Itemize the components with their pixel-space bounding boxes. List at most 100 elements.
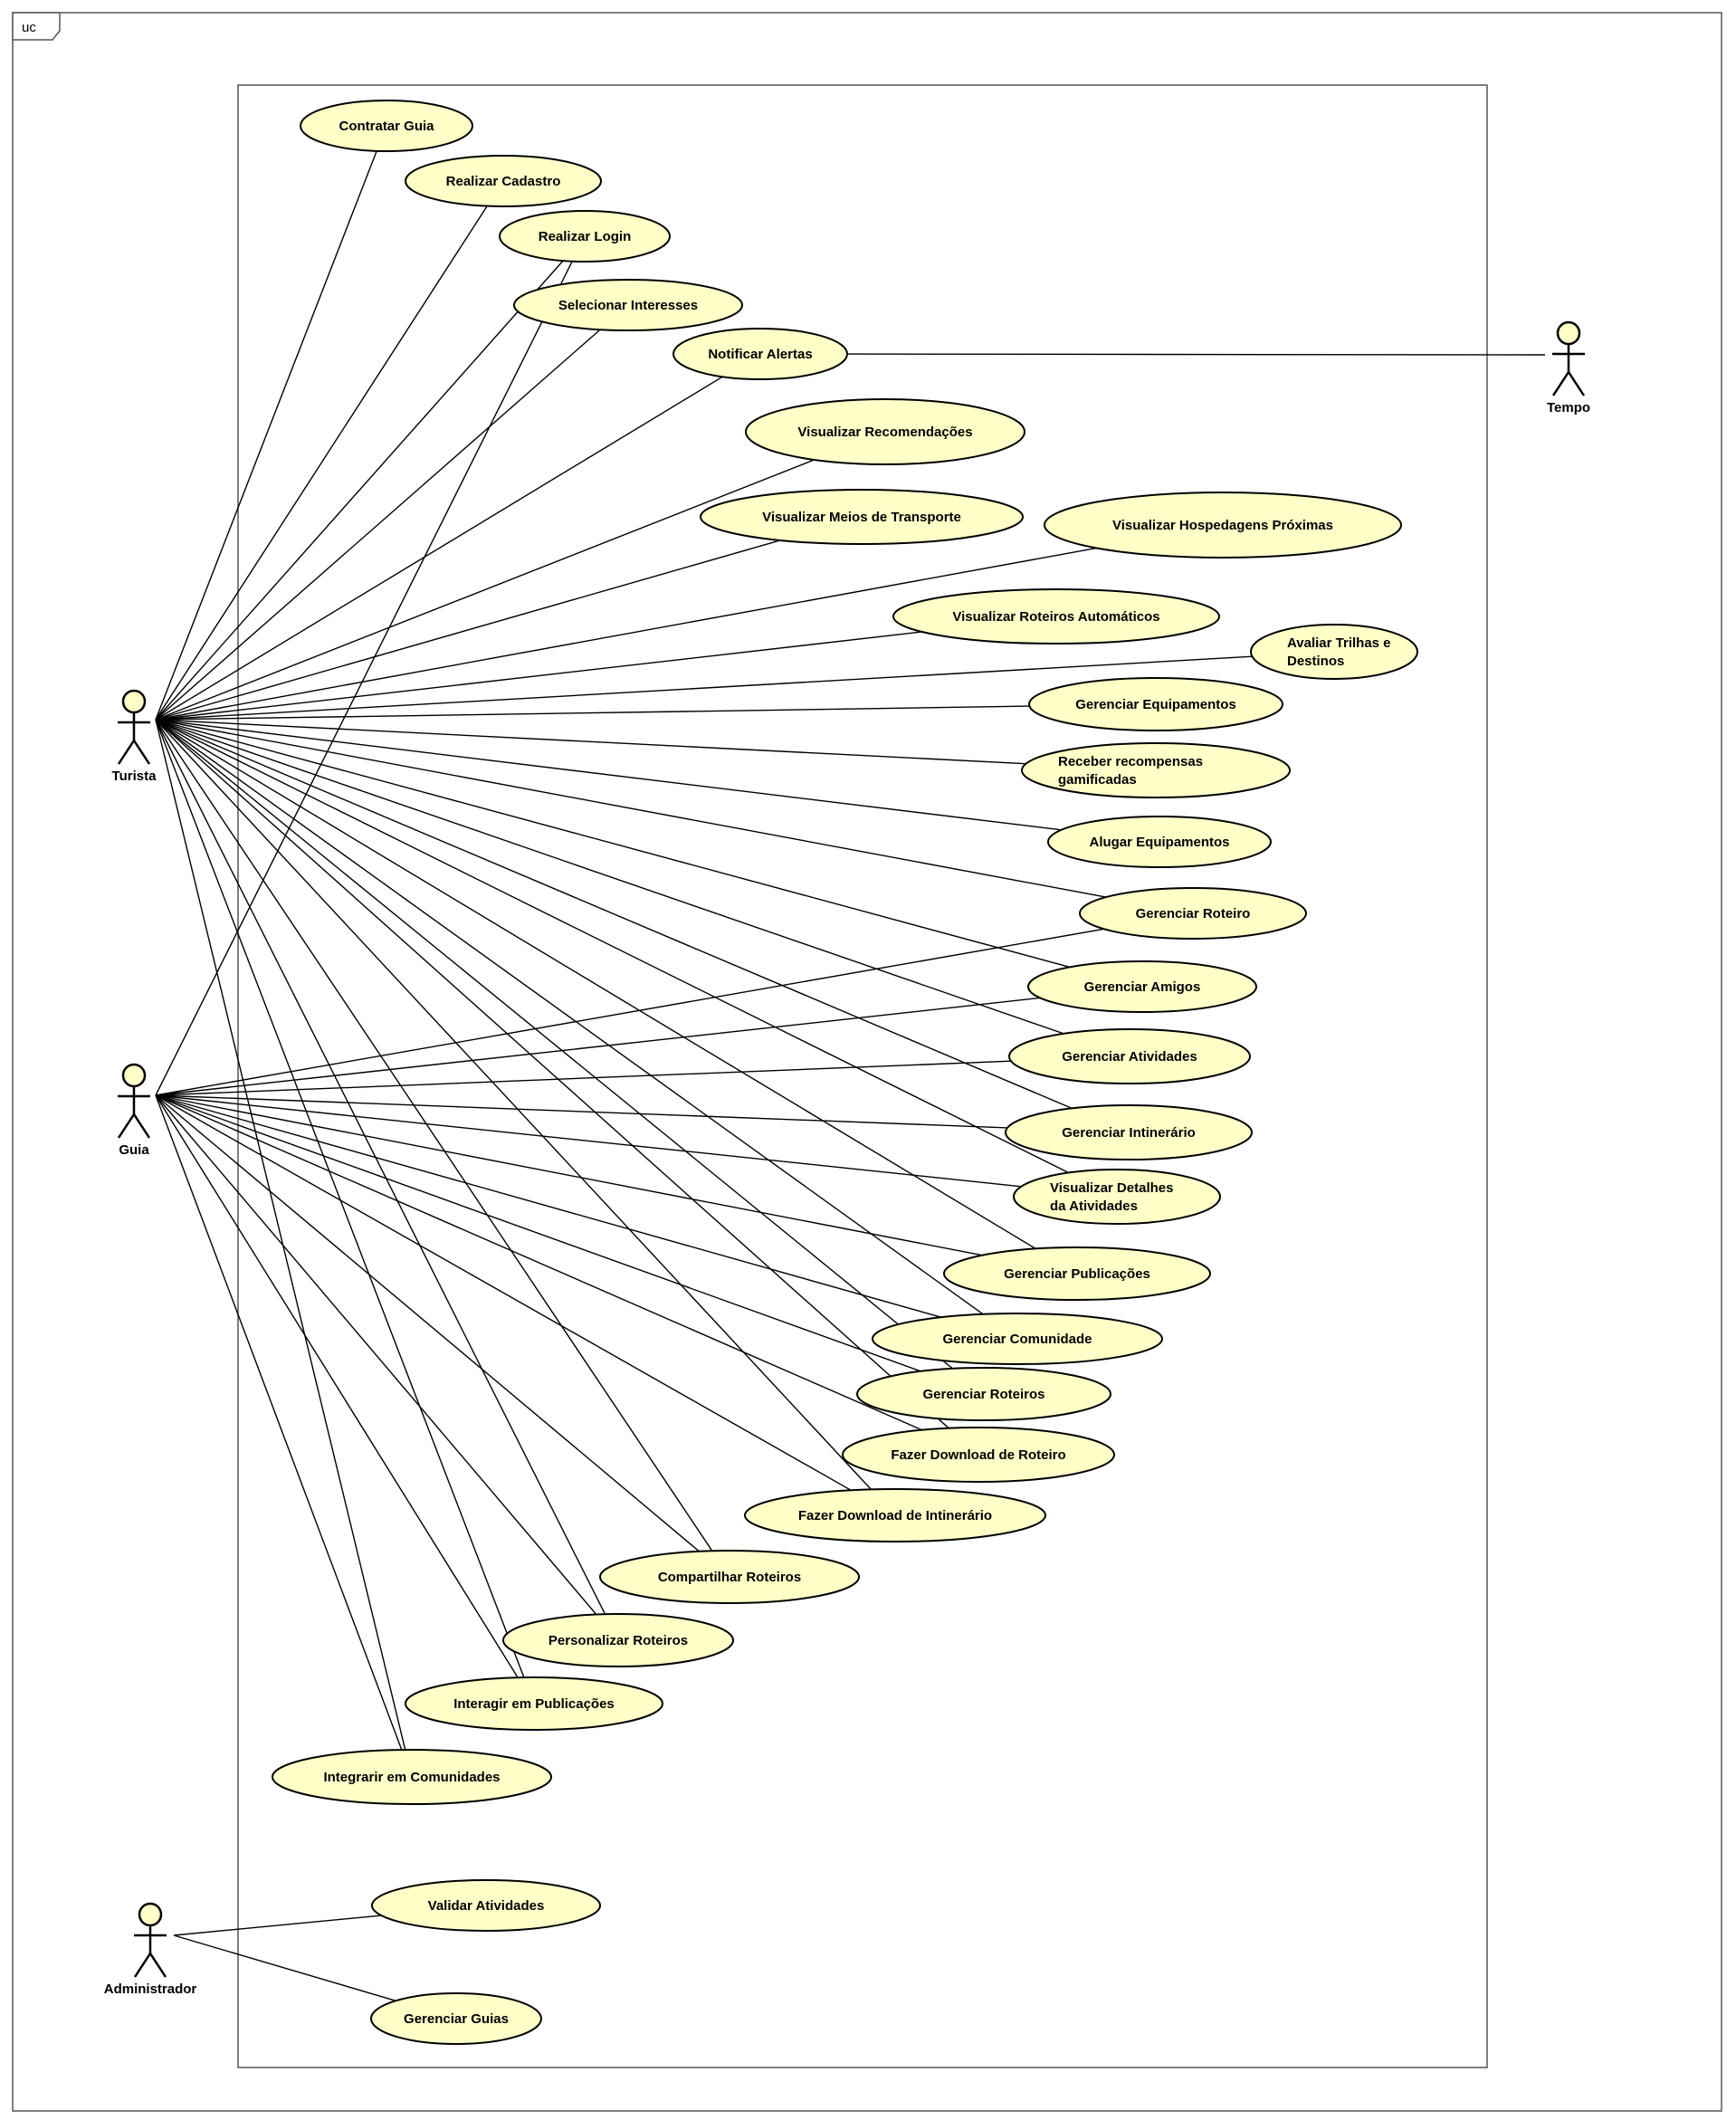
use-case-alugar_equipamentos[interactable]: Alugar Equipamentos [1047,816,1272,868]
use-case-gerenciar_equipamentos[interactable]: Gerenciar Equipamentos [1028,677,1283,731]
association-guia-gerenciar_amigos [155,997,1041,1096]
use-case-ellipse[interactable] [1027,960,1257,1013]
use-case-ellipse[interactable] [1047,816,1272,868]
frame-label-tab [12,12,61,41]
use-case-ellipse[interactable] [672,328,848,380]
association-turista-gerenciar_atividades [155,719,1064,1035]
use-case-ellipse[interactable] [1005,1104,1253,1160]
use-case-ellipse[interactable] [842,1427,1115,1483]
use-case-ellipse[interactable] [370,1992,542,2045]
association-guia-interagir_publicacoes [155,1094,519,1678]
use-case-ellipse[interactable] [599,1550,860,1604]
use-case-ellipse[interactable] [856,1367,1111,1421]
use-case-gerenciar_amigos[interactable]: Gerenciar Amigos [1027,960,1257,1013]
use-case-gerenciar_publicacoes[interactable]: Gerenciar Publicações [943,1246,1211,1301]
use-case-gerenciar_guias[interactable]: Gerenciar Guias [370,1992,542,2045]
use-case-ellipse[interactable] [700,489,1024,545]
association-guia-visualizar_detalhes [155,1094,1022,1188]
use-case-label: Fazer Download de Intinerário [798,1508,992,1523]
use-case-gerenciar_atividades[interactable]: Gerenciar Atividades [1008,1028,1251,1084]
use-case-notificar_alertas[interactable]: Notificar Alertas [672,328,848,380]
association-turista-gerenciar_publicacoes [155,719,1036,1249]
use-case-ellipse[interactable] [872,1313,1163,1365]
use-case-label: Gerenciar Amigos [1084,979,1201,995]
use-case-gerenciar_roteiro[interactable]: Gerenciar Roteiro [1079,887,1307,940]
use-case-ellipse[interactable] [405,1676,663,1731]
use-case-ellipse[interactable] [272,1749,552,1805]
use-case-ellipse[interactable] [502,1613,734,1667]
use-case-avaliar_trilhas[interactable]: Avaliar Trilhas e Destinos [1250,624,1418,680]
use-case-ellipse[interactable] [300,100,473,152]
use-case-integrar_comunidades[interactable]: Integrarir em Comunidades [272,1749,552,1805]
use-case-label: Integrarir em Comunidades [323,1770,500,1785]
use-case-ellipse[interactable] [1079,887,1307,940]
use-case-ellipse[interactable] [513,279,743,331]
use-case-visualizar_hospedagens[interactable]: Visualizar Hospedagens Próximas [1044,492,1402,559]
use-case-ellipse[interactable] [1021,742,1291,798]
use-case-gerenciar_roteiros[interactable]: Gerenciar Roteiros [856,1367,1111,1421]
use-case-label: Interagir em Publicações [453,1696,615,1712]
association-tempo-notificar_alertas [846,353,1546,356]
association-layer [155,150,1546,2001]
use-case-realizar_cadastro[interactable]: Realizar Cadastro [405,155,602,207]
use-case-layer: Contratar Guia Realizar Cadastro Realizar … [272,100,1418,2045]
use-case-label: Personalizar Roteiros [548,1633,688,1648]
actor-head [138,1902,163,1927]
use-case-personalizar_roteiros[interactable]: Personalizar Roteiros [502,1613,734,1667]
actor-turista[interactable]: Turista [112,689,157,784]
use-case-ellipse[interactable] [405,155,602,207]
use-case-label: Compartilhar Roteiros [658,1570,801,1585]
use-case-interagir_publicacoes[interactable]: Interagir em Publicações [405,1676,663,1731]
use-case-label: Gerenciar Atividades [1062,1049,1197,1065]
use-case-label: Notificar Alertas [708,347,812,362]
actor-tempo[interactable]: Tempo [1547,320,1590,415]
use-case-visualizar_recomendacoes[interactable]: Visualizar Recomendações [745,398,1025,465]
use-case-download_intinerario[interactable]: Fazer Download de Intinerário [744,1488,1046,1542]
actor-layer: Turista Guia Administrador Tempo [104,320,1590,1997]
use-case-label: Fazer Download de Roteiro [891,1447,1065,1463]
association-turista-visualizar_roteiros_auto [155,631,922,721]
use-case-ellipse[interactable] [1250,624,1418,680]
use-case-ellipse[interactable] [1044,492,1402,559]
use-case-visualizar_meios_transporte[interactable]: Visualizar Meios de Transporte [700,489,1024,545]
use-case-visualizar_roteiros_auto[interactable]: Visualizar Roteiros Automáticos [892,588,1220,645]
association-turista-visualizar_hospedagens [155,547,1097,721]
association-guia-gerenciar_roteiros [155,1094,921,1372]
use-case-ellipse[interactable] [892,588,1220,645]
use-case-label: Gerenciar Roteiros [922,1387,1044,1402]
use-case-ellipse[interactable] [744,1488,1046,1542]
actor-admin[interactable]: Administrador [104,1902,197,1997]
diagram-frame [12,12,1722,2112]
actor-leg-left [133,1953,152,1978]
use-case-ellipse[interactable] [943,1246,1211,1301]
actor-guia[interactable]: Guia [117,1063,151,1158]
association-turista-gerenciar_amigos [155,719,1071,969]
use-case-label: Avaliar Trilhas e [1287,635,1391,651]
use-case-ellipse[interactable] [745,398,1025,465]
association-turista-integrar_comunidades [155,719,406,1751]
use-case-ellipse[interactable] [1013,1169,1221,1225]
use-case-ellipse[interactable] [499,210,671,263]
use-case-download_roteiro[interactable]: Fazer Download de Roteiro [842,1427,1115,1483]
use-case-contratar_guia[interactable]: Contratar Guia [300,100,473,152]
use-case-compartilhar_roteiros[interactable]: Compartilhar Roteiros [599,1550,860,1604]
association-turista-compartilhar_roteiros [155,719,713,1552]
use-case-label: Gerenciar Comunidade [942,1332,1092,1347]
use-case-realizar_login[interactable]: Realizar Login [499,210,671,263]
association-turista-receber_recompensas [155,719,1026,765]
use-case-ellipse[interactable] [1028,677,1283,731]
use-case-visualizar_detalhes[interactable]: Visualizar Detalhes da Atividades [1013,1169,1221,1225]
association-turista-visualizar_meios_transporte [155,540,781,721]
use-case-ellipse[interactable] [371,1879,601,1932]
association-guia-gerenciar_intinerario [155,1094,1008,1129]
use-case-ellipse[interactable] [1008,1028,1251,1084]
use-case-validar_atividades[interactable]: Validar Atividades [371,1879,601,1932]
use-case-selecionar_interesses[interactable]: Selecionar Interesses [513,279,743,331]
association-guia-compartilhar_roteiros [155,1094,700,1552]
association-turista-visualizar_recomendacoes [155,459,815,721]
association-turista-gerenciar_equipamentos [155,705,1030,721]
use-case-receber_recompensas[interactable]: Receber recompensas gamificadas [1021,742,1291,798]
use-case-gerenciar_intinerario[interactable]: Gerenciar Intinerário [1005,1104,1253,1160]
use-case-label: Gerenciar Publicações [1004,1266,1150,1282]
use-case-gerenciar_comunidade[interactable]: Gerenciar Comunidade [872,1313,1163,1365]
